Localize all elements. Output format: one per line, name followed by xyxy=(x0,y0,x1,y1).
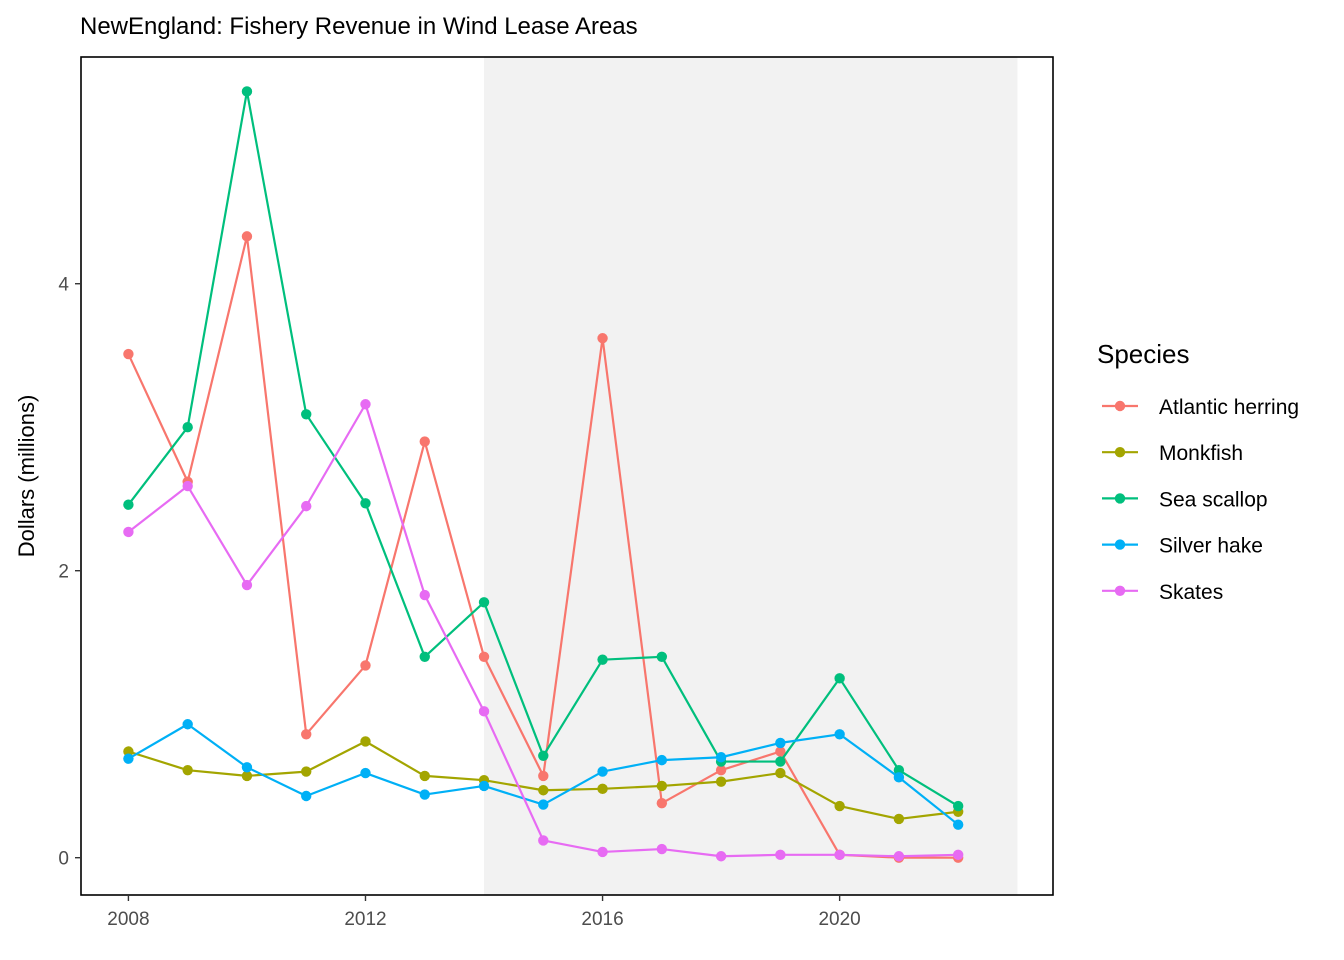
data-point-atlantic-herring xyxy=(715,764,727,776)
data-point-monkfish xyxy=(834,800,845,812)
data-point-sea-scallop xyxy=(775,756,786,767)
legend-title: Species xyxy=(1097,339,1190,369)
data-point-monkfish xyxy=(538,785,549,796)
data-point-silver-hake xyxy=(182,719,193,730)
data-point-atlantic-herring xyxy=(241,231,253,242)
y-tick-label: 4 xyxy=(58,275,69,296)
data-point-sea-scallop xyxy=(123,499,134,510)
data-point-sea-scallop xyxy=(419,651,430,663)
data-point-sea-scallop xyxy=(952,800,964,812)
data-point-sea-scallop xyxy=(301,409,312,420)
panel-border xyxy=(80,56,1054,896)
legend-label-skates: Skates xyxy=(1159,581,1223,604)
data-point-silver-hake xyxy=(656,754,668,766)
x-tick-label: 2008 xyxy=(107,909,149,930)
chart-title: NewEngland: Fishery Revenue in Wind Leas… xyxy=(80,13,638,40)
data-point-atlantic-herring xyxy=(656,797,668,809)
data-point-sea-scallop xyxy=(182,422,193,433)
data-point-atlantic-herring xyxy=(538,770,549,782)
legend-label-atlantic-herring: Atlantic herring xyxy=(1159,396,1299,419)
data-point-skates xyxy=(301,500,312,512)
data-point-monkfish xyxy=(301,766,312,777)
data-point-monkfish xyxy=(775,767,786,779)
data-point-atlantic-herring xyxy=(775,746,786,757)
x-tick-label: 2012 xyxy=(344,909,386,930)
data-point-atlantic-herring xyxy=(419,436,430,447)
x-tick-label: 2016 xyxy=(581,909,623,930)
data-point-skates xyxy=(123,526,134,538)
data-point-silver-hake xyxy=(419,789,430,800)
data-point-silver-hake xyxy=(301,790,312,802)
data-point-sea-scallop xyxy=(597,654,608,665)
data-point-atlantic-herring xyxy=(360,660,371,671)
data-point-atlantic-herring xyxy=(597,333,608,344)
plot-panel xyxy=(80,56,1054,896)
data-point-monkfish xyxy=(123,746,134,757)
data-point-sea-scallop xyxy=(538,750,549,762)
data-point-monkfish xyxy=(360,736,371,747)
data-point-monkfish xyxy=(241,770,253,782)
data-point-skates xyxy=(360,399,371,410)
data-point-silver-hake xyxy=(597,766,608,777)
data-point-atlantic-herring xyxy=(123,348,134,360)
data-point-silver-hake xyxy=(123,753,134,764)
data-point-monkfish xyxy=(419,770,430,782)
data-point-atlantic-herring xyxy=(301,729,312,740)
data-point-sea-scallop xyxy=(834,673,845,684)
data-point-skates xyxy=(834,849,845,861)
data-point-skates xyxy=(182,480,193,492)
data-point-silver-hake xyxy=(952,819,964,830)
data-point-silver-hake xyxy=(478,780,490,792)
data-point-monkfish xyxy=(656,780,668,792)
data-point-skates xyxy=(775,849,786,861)
data-point-silver-hake xyxy=(834,729,845,740)
data-point-skates xyxy=(478,706,490,717)
data-point-monkfish xyxy=(893,813,905,825)
legend-key-point-atlantic-herring xyxy=(1114,400,1126,412)
data-point-silver-hake xyxy=(241,762,253,773)
data-point-monkfish xyxy=(597,783,608,795)
data-point-silver-hake xyxy=(893,772,905,783)
x-tick-label: 2020 xyxy=(818,909,860,930)
data-point-sea-scallop xyxy=(360,498,371,509)
data-point-monkfish xyxy=(182,764,193,776)
data-point-silver-hake xyxy=(360,767,371,779)
data-point-sea-scallop xyxy=(656,651,668,663)
data-point-sea-scallop xyxy=(478,597,490,608)
y-tick-label: 0 xyxy=(58,849,69,870)
data-point-monkfish xyxy=(715,776,727,787)
y-axis-title: Dollars (millions) xyxy=(14,395,39,558)
data-point-sea-scallop xyxy=(241,86,253,97)
legend-label-sea-scallop: Sea scallop xyxy=(1159,488,1268,511)
data-point-atlantic-herring xyxy=(478,651,490,663)
data-point-skates xyxy=(241,579,253,591)
legend-label-silver-hake: Silver hake xyxy=(1159,535,1263,558)
legend-key-point-skates xyxy=(1114,585,1126,596)
legend: Species Atlantic herring Monkfish Sea scal… xyxy=(1097,339,1299,604)
legend-key-point-sea-scallop xyxy=(1114,493,1126,504)
data-point-silver-hake xyxy=(715,752,727,763)
data-point-skates xyxy=(419,589,430,601)
data-point-skates xyxy=(893,851,905,862)
y-tick-label: 2 xyxy=(58,562,69,583)
data-point-skates xyxy=(952,849,964,861)
data-point-skates xyxy=(715,851,727,862)
data-point-silver-hake xyxy=(538,799,549,810)
data-point-skates xyxy=(597,846,608,858)
data-point-skates xyxy=(538,835,549,846)
shaded-region xyxy=(484,57,1018,895)
legend-key-point-monkfish xyxy=(1114,447,1126,458)
legend-label-monkfish: Monkfish xyxy=(1159,442,1243,465)
legend-key-point-silver-hake xyxy=(1114,539,1126,550)
data-point-silver-hake xyxy=(775,737,786,749)
data-point-skates xyxy=(656,843,668,855)
data-point-sea-scallop xyxy=(893,764,905,776)
